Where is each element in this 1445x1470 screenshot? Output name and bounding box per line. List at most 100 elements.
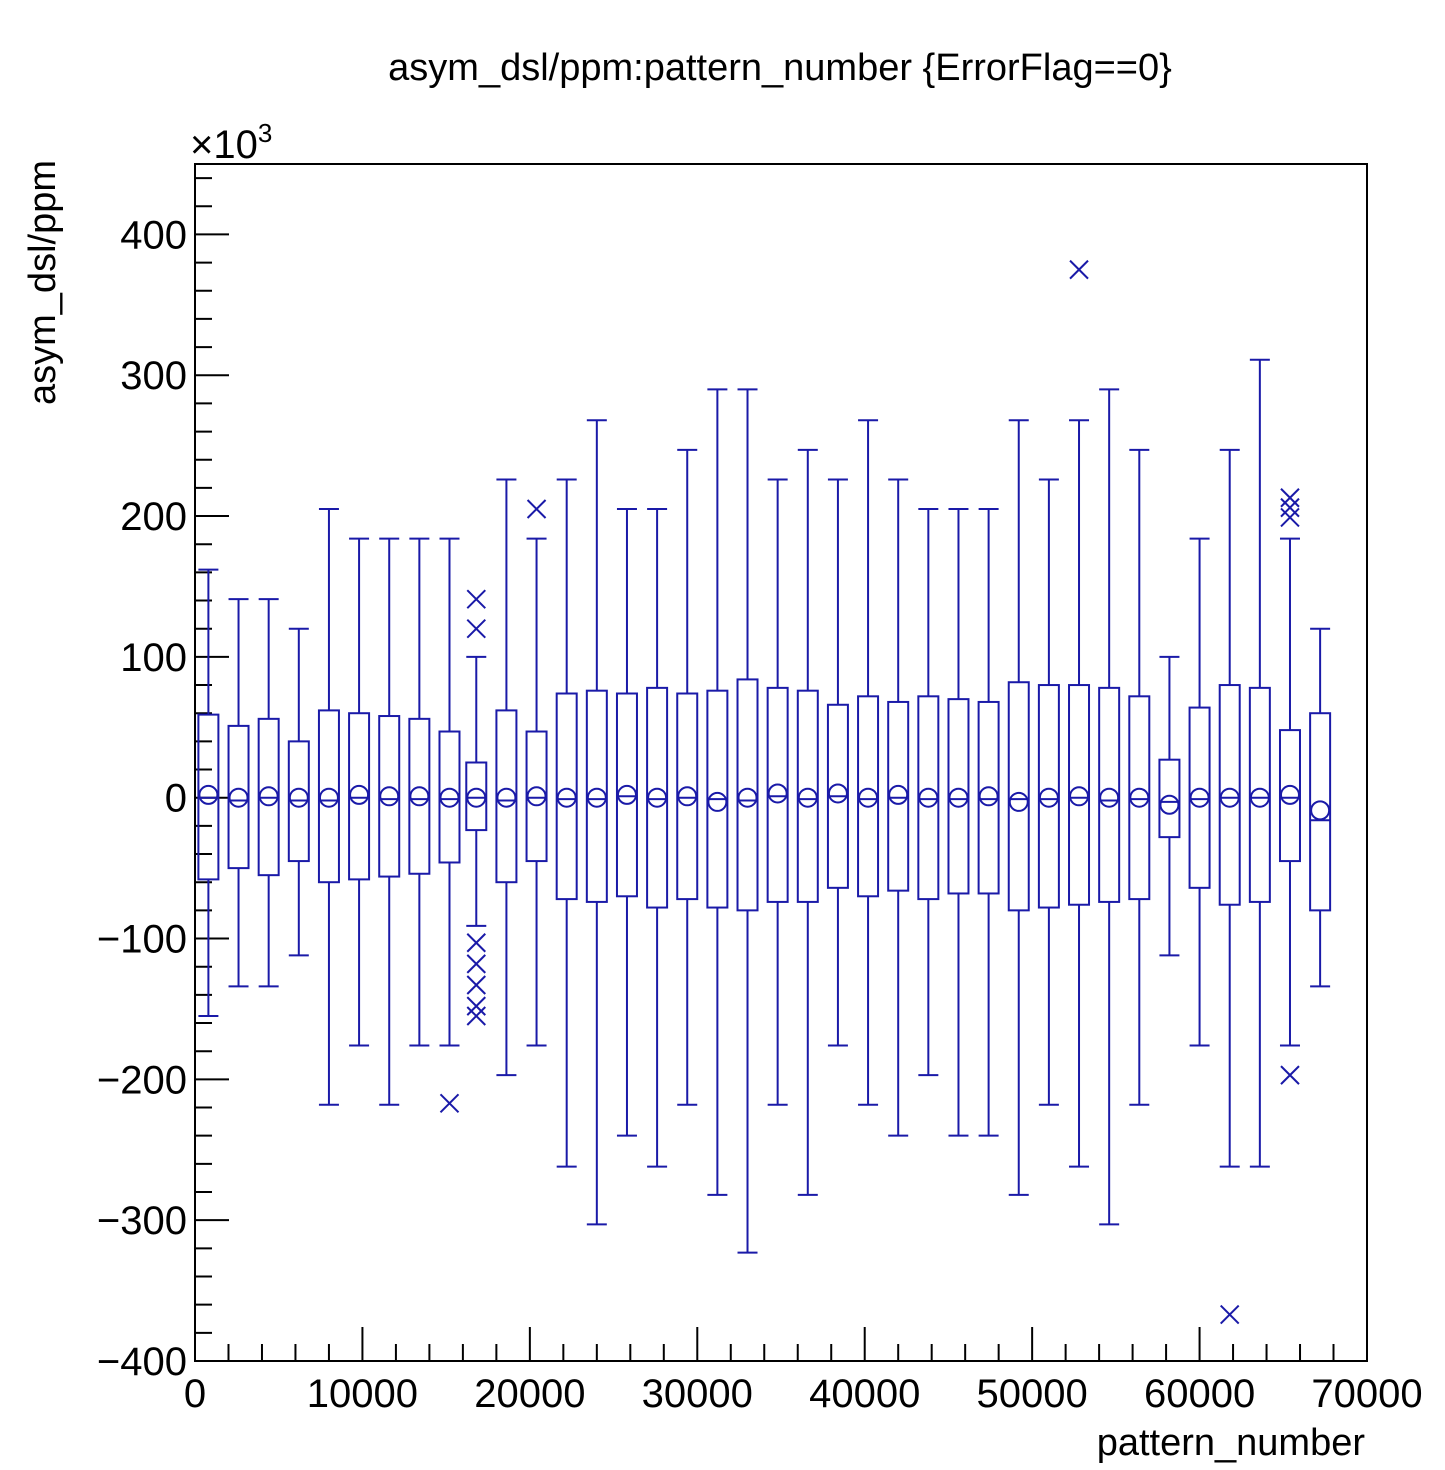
box-mean — [198, 784, 219, 805]
box-iqr — [585, 689, 608, 903]
box-mean — [288, 787, 309, 808]
y-tick-label: 400 — [120, 213, 187, 257]
box — [378, 537, 401, 1106]
box-iqr — [408, 717, 431, 875]
box-mean — [1310, 800, 1331, 821]
box-mean — [1038, 787, 1059, 808]
y-axis-label: asym_dsl/ppm — [22, 160, 64, 405]
box — [1278, 488, 1301, 1085]
outlier-point — [439, 1093, 460, 1113]
box-mean — [228, 787, 249, 808]
x-axis-label: pattern_number — [1097, 1422, 1366, 1464]
box — [438, 537, 461, 1113]
box-iqr — [646, 686, 669, 909]
box-mean — [1099, 787, 1120, 808]
box — [826, 478, 849, 1047]
box — [1128, 448, 1151, 1106]
box-mean — [496, 787, 517, 808]
box-mean — [737, 787, 758, 808]
outlier-point — [1069, 259, 1089, 280]
box-iqr — [977, 700, 1000, 895]
box-mean — [466, 787, 487, 808]
box-mean — [1008, 791, 1029, 812]
box — [887, 478, 910, 1137]
box — [796, 448, 819, 1196]
box — [646, 508, 669, 1168]
y-tick-label: 0 — [165, 777, 187, 821]
box — [1188, 537, 1211, 1047]
x-tick-label: 20000 — [474, 1372, 585, 1416]
box-iqr — [1068, 684, 1091, 906]
box — [465, 589, 488, 1026]
x-tick-label: 30000 — [642, 1372, 753, 1416]
box-iqr — [1037, 684, 1060, 909]
box-iqr — [887, 700, 910, 892]
box-iqr — [1218, 684, 1241, 906]
box-mean — [948, 787, 969, 808]
y-tick-label: −100 — [97, 918, 187, 962]
box — [408, 537, 431, 1047]
y-axis-multiplier: ×103 — [190, 118, 272, 167]
box — [257, 598, 280, 988]
box — [1068, 259, 1091, 1168]
box-mean — [379, 786, 400, 807]
box-iqr — [857, 695, 880, 898]
box-mean — [677, 786, 698, 807]
box-iqr — [1098, 686, 1121, 903]
box-iqr — [317, 709, 340, 884]
outlier-point — [1280, 507, 1300, 528]
box-mean — [349, 784, 370, 805]
outlier-point — [466, 996, 486, 1016]
box — [1007, 419, 1030, 1196]
box-iqr — [1278, 729, 1301, 863]
box-mean — [1279, 784, 1300, 805]
box-iqr — [495, 709, 518, 884]
box — [585, 419, 608, 1226]
y-tick-label: 100 — [120, 636, 187, 680]
y-tick-label: 200 — [120, 495, 187, 539]
box-iqr — [796, 689, 819, 903]
box — [1248, 358, 1271, 1168]
box-mean — [858, 787, 879, 808]
x-tick-label: 40000 — [809, 1372, 920, 1416]
box-mean — [439, 787, 460, 808]
box-iqr — [1158, 758, 1181, 839]
box-mean — [647, 787, 668, 808]
box-mean — [1129, 787, 1150, 808]
box-iqr — [438, 730, 461, 864]
box-marks — [197, 259, 1332, 1325]
y-tick-label: −400 — [97, 1340, 187, 1384]
box — [197, 568, 220, 1017]
y-tick-label: 300 — [120, 354, 187, 398]
box-iqr — [1248, 686, 1271, 903]
outlier-point — [466, 619, 486, 639]
box-mean — [409, 786, 430, 807]
outlier-point — [466, 933, 486, 953]
x-tick-label: 0 — [184, 1372, 206, 1416]
box-iqr — [348, 712, 371, 881]
y-axis-multiplier-base: ×10 — [190, 123, 258, 167]
outlier-point — [466, 589, 486, 609]
box — [736, 388, 759, 1254]
box-mean — [1069, 786, 1090, 807]
box-iqr — [1188, 706, 1211, 889]
box — [947, 508, 970, 1137]
outlier-point — [1280, 488, 1300, 508]
box-iqr — [615, 692, 638, 898]
box-iqr — [1007, 681, 1030, 912]
plot-frame — [194, 163, 1368, 1362]
box — [857, 419, 880, 1106]
x-tick-label: 60000 — [1144, 1372, 1255, 1416]
box-iqr — [378, 715, 401, 878]
box-mean — [318, 787, 339, 808]
box — [1037, 478, 1060, 1106]
box-mean — [888, 784, 909, 805]
box-mean — [978, 786, 999, 807]
y-tick-label: −300 — [97, 1199, 187, 1243]
box — [766, 478, 789, 1106]
box-mean — [827, 783, 848, 804]
box-mean — [797, 787, 818, 808]
box — [348, 537, 371, 1047]
box-iqr — [766, 686, 789, 903]
box-iqr — [525, 730, 548, 863]
